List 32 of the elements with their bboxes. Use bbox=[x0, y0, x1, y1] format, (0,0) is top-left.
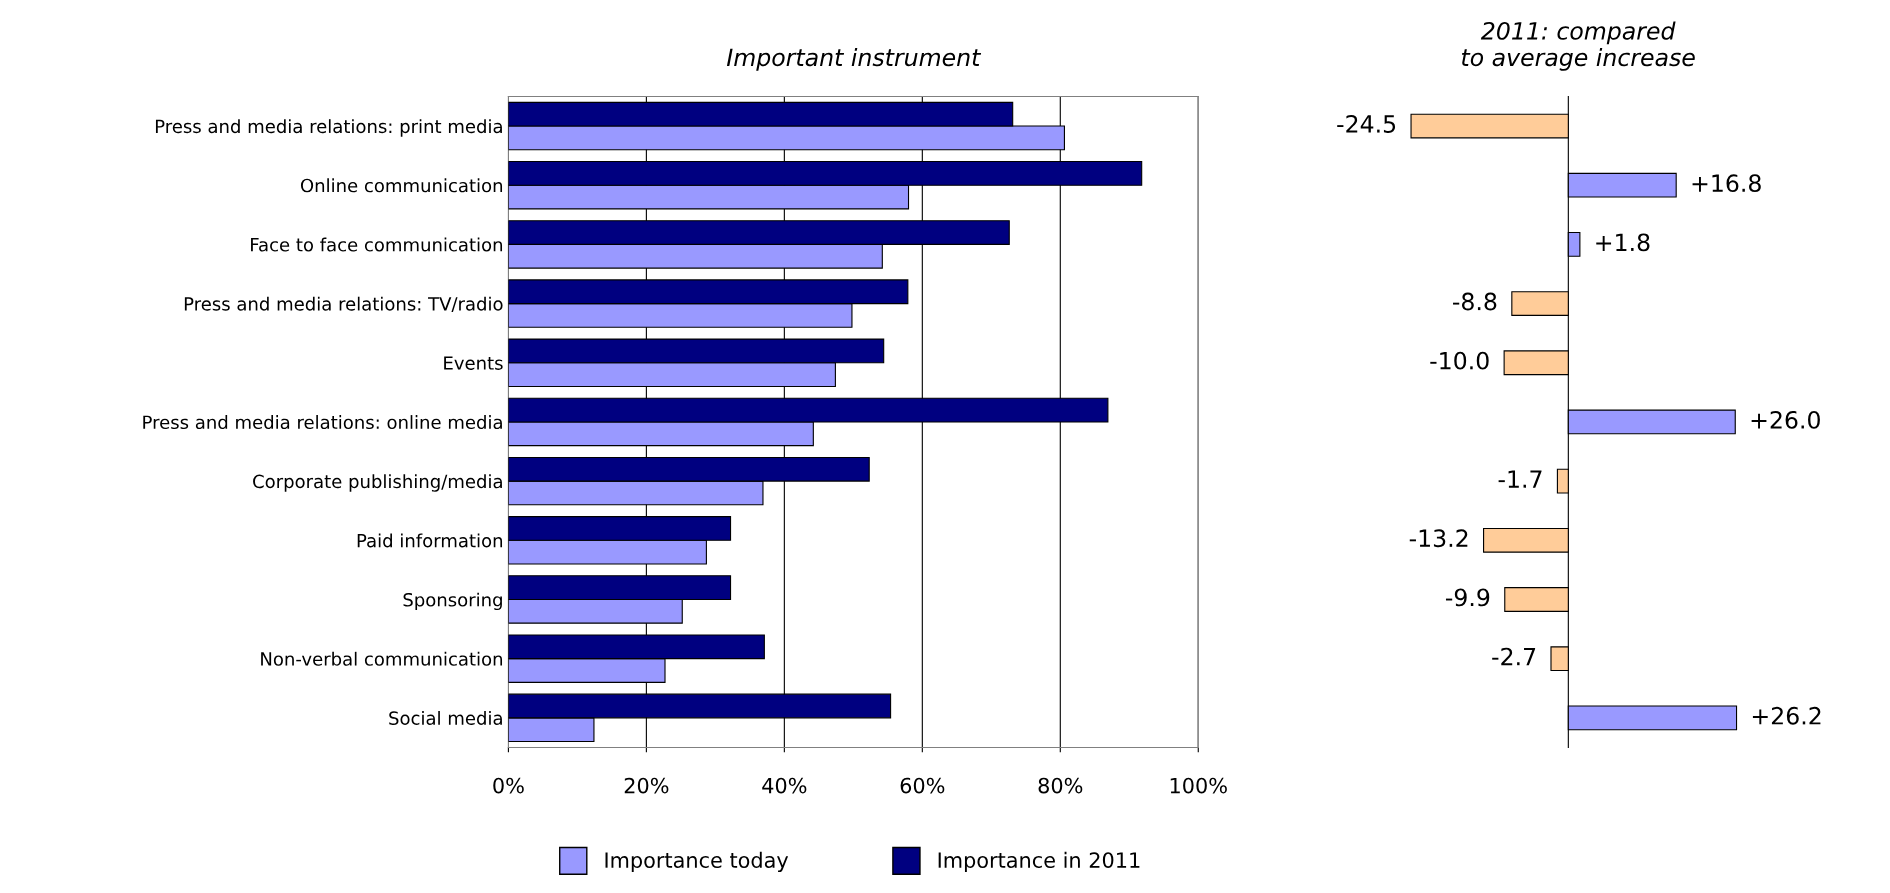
legend-label: Importance in 2011 bbox=[938, 851, 1140, 873]
y-tick-label: Non-verbal communication bbox=[261, 651, 503, 666]
data-label: -1.7 bbox=[1498, 470, 1542, 488]
y-tick-label: Face to face communication bbox=[251, 237, 503, 252]
data-label: +16.8 bbox=[1692, 174, 1761, 193]
y-tick-label: Press and media relations: online media bbox=[143, 415, 502, 430]
data-label: -2.7 bbox=[1492, 647, 1536, 666]
data-label: +1.8 bbox=[1596, 233, 1650, 252]
chart-title: 2011: compared to average increase bbox=[1461, 21, 1695, 71]
data-label: -24.5 bbox=[1337, 115, 1396, 133]
y-tick-label: Events bbox=[444, 356, 503, 370]
x-tick-label: 0% bbox=[493, 777, 524, 794]
y-tick-label: Sponsoring bbox=[403, 592, 502, 611]
data-label: -10.0 bbox=[1430, 351, 1489, 370]
data-label: -8.8 bbox=[1453, 292, 1497, 311]
y-tick-label: Press and media relations: print media bbox=[155, 119, 502, 137]
data-label: -9.9 bbox=[1445, 588, 1490, 607]
x-tick-label: 60% bbox=[900, 777, 945, 794]
data-label: +26.2 bbox=[1752, 706, 1821, 725]
data-label: -13.2 bbox=[1409, 529, 1468, 548]
x-tick-label: 80% bbox=[1038, 777, 1083, 794]
chart-title: Important instrument bbox=[726, 47, 982, 71]
data-label: +26.0 bbox=[1751, 410, 1820, 429]
y-tick-label: Social media bbox=[389, 710, 502, 725]
y-tick-label: Paid information bbox=[357, 533, 503, 548]
y-tick-label: Press and media relations: TV/radio bbox=[184, 296, 503, 313]
legend-label: Importance today bbox=[605, 851, 789, 873]
x-tick-label: 20% bbox=[624, 777, 669, 794]
y-tick-label: Online communication bbox=[300, 178, 503, 193]
x-tick-label: 40% bbox=[762, 777, 807, 794]
x-tick-label: 100% bbox=[1170, 777, 1227, 794]
y-tick-label: Corporate publishing/media bbox=[253, 474, 502, 492]
